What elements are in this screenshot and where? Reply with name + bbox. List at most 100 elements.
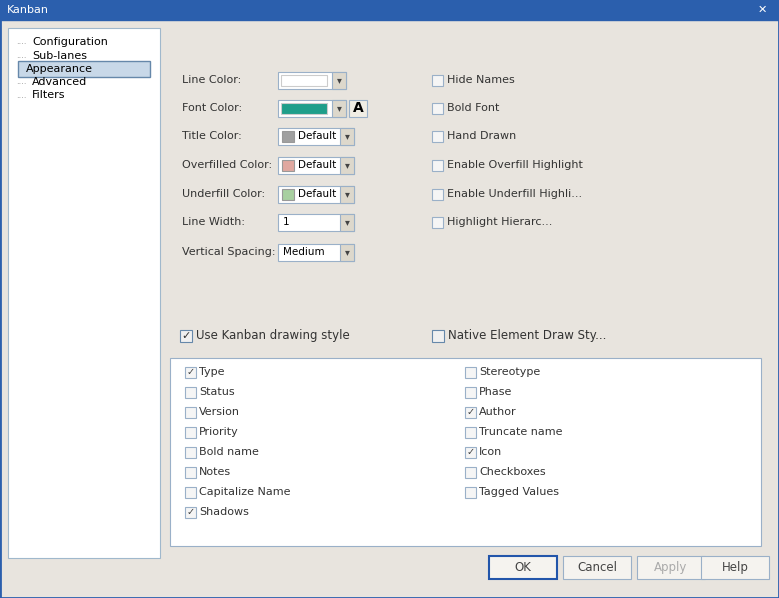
Bar — [332, 72, 346, 89]
Bar — [432, 330, 444, 342]
Bar — [340, 214, 354, 231]
Bar — [282, 160, 294, 171]
Bar — [282, 131, 294, 142]
Text: Medium: Medium — [283, 247, 325, 257]
Text: Font Color:: Font Color: — [182, 103, 242, 113]
Bar — [465, 387, 476, 398]
Text: ▾: ▾ — [344, 217, 350, 227]
Text: ....: .... — [16, 78, 26, 87]
Bar — [701, 556, 769, 579]
Text: Kanban: Kanban — [7, 5, 49, 15]
Bar — [180, 330, 192, 342]
Bar — [340, 157, 354, 174]
Text: Highlight Hierarc...: Highlight Hierarc... — [447, 217, 552, 227]
Bar — [340, 186, 354, 203]
Text: Shadows: Shadows — [199, 507, 249, 517]
Text: ✓: ✓ — [186, 507, 195, 517]
Bar — [432, 103, 443, 114]
Text: Type: Type — [199, 367, 224, 377]
Text: ✓: ✓ — [182, 331, 191, 341]
Bar — [185, 407, 196, 418]
Bar — [278, 214, 354, 231]
Bar — [278, 157, 354, 174]
Text: Overfilled Color:: Overfilled Color: — [182, 160, 272, 170]
Text: ✓: ✓ — [467, 407, 474, 417]
Text: Truncate name: Truncate name — [479, 427, 562, 437]
Bar — [281, 75, 327, 86]
Text: A: A — [353, 101, 363, 115]
Text: Hand Drawn: Hand Drawn — [447, 131, 516, 141]
Text: Enable Underfill Highli...: Enable Underfill Highli... — [447, 189, 582, 199]
Bar — [282, 189, 294, 200]
Bar — [281, 103, 327, 114]
Text: Native Element Draw Sty...: Native Element Draw Sty... — [448, 329, 606, 343]
Bar — [8, 28, 160, 558]
Bar — [278, 72, 346, 89]
Bar — [185, 467, 196, 478]
Bar — [185, 487, 196, 498]
Text: Author: Author — [479, 407, 516, 417]
Bar — [432, 131, 443, 142]
Text: Apply: Apply — [654, 561, 688, 574]
Text: Underfill Color:: Underfill Color: — [182, 189, 265, 199]
Text: Title Color:: Title Color: — [182, 131, 241, 141]
Bar — [432, 75, 443, 86]
Text: Filters: Filters — [32, 90, 65, 100]
Text: ✓: ✓ — [467, 447, 474, 457]
Bar — [185, 447, 196, 458]
Bar — [465, 367, 476, 378]
Text: ✕: ✕ — [757, 5, 767, 15]
Text: ▾: ▾ — [344, 189, 350, 199]
Text: Version: Version — [199, 407, 240, 417]
Text: Capitalize Name: Capitalize Name — [199, 487, 291, 497]
Text: Icon: Icon — [479, 447, 502, 457]
Bar — [170, 358, 761, 546]
Text: Phase: Phase — [479, 387, 513, 397]
Bar — [465, 467, 476, 478]
Bar — [340, 128, 354, 145]
Text: Notes: Notes — [199, 467, 231, 477]
Bar — [278, 186, 354, 203]
Bar — [185, 387, 196, 398]
Text: Default: Default — [298, 131, 337, 141]
Text: Use Kanban drawing style: Use Kanban drawing style — [196, 329, 350, 343]
Bar — [0, 0, 779, 20]
Text: Cancel: Cancel — [577, 561, 617, 574]
Bar — [278, 100, 346, 117]
Bar — [637, 556, 705, 579]
Text: Sub-lanes: Sub-lanes — [32, 51, 87, 61]
Text: Priority: Priority — [199, 427, 238, 437]
Bar — [432, 160, 443, 171]
Bar — [185, 367, 196, 378]
Text: Advanced: Advanced — [32, 77, 87, 87]
Bar — [563, 556, 631, 579]
Bar — [18, 61, 150, 77]
Bar — [465, 407, 476, 418]
Text: Appearance: Appearance — [26, 64, 93, 74]
Text: ....: .... — [16, 38, 26, 47]
Text: Stereotype: Stereotype — [479, 367, 541, 377]
Text: Tagged Values: Tagged Values — [479, 487, 559, 497]
Text: Bold Font: Bold Font — [447, 103, 499, 113]
Text: ....: .... — [16, 51, 26, 60]
Text: ✓: ✓ — [186, 367, 195, 377]
Bar — [185, 427, 196, 438]
Text: ▾: ▾ — [337, 75, 341, 85]
Text: Hide Names: Hide Names — [447, 75, 515, 85]
Bar — [332, 100, 346, 117]
Bar — [340, 244, 354, 261]
Text: Line Color:: Line Color: — [182, 75, 241, 85]
Text: Configuration: Configuration — [32, 37, 108, 47]
Text: Status: Status — [199, 387, 234, 397]
Text: ▾: ▾ — [344, 247, 350, 257]
Bar — [465, 447, 476, 458]
Text: ....: .... — [16, 90, 26, 99]
Text: Default: Default — [298, 189, 337, 199]
Bar — [432, 217, 443, 228]
Bar — [349, 100, 367, 117]
Text: Bold name: Bold name — [199, 447, 259, 457]
Text: Checkboxes: Checkboxes — [479, 467, 545, 477]
Bar — [432, 189, 443, 200]
Bar — [185, 507, 196, 518]
Bar — [489, 556, 557, 579]
